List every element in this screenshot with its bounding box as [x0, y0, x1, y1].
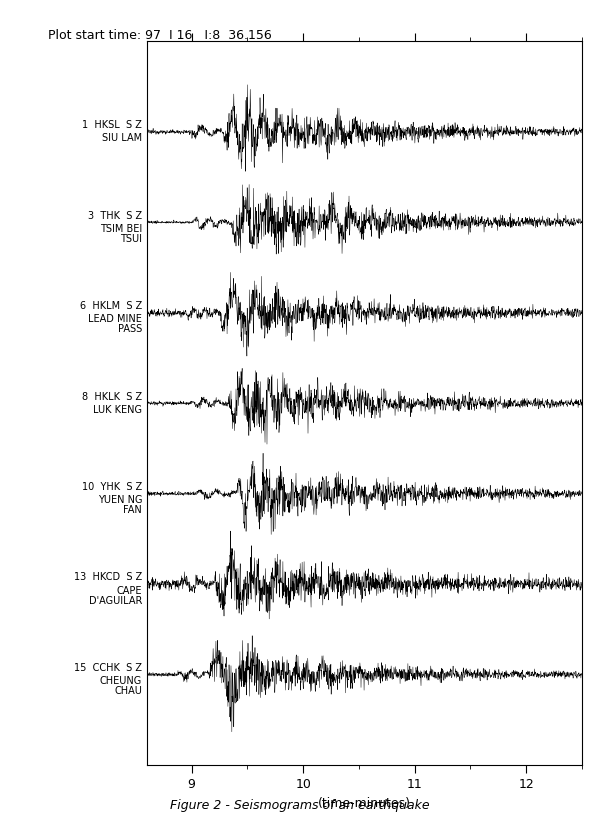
Text: 1  HKSL  S Z: 1 HKSL S Z [82, 120, 142, 130]
Text: 6  HKLM  S Z: 6 HKLM S Z [80, 301, 142, 311]
Text: YUEN NG: YUEN NG [98, 495, 142, 505]
Text: 15  CCHK  S Z: 15 CCHK S Z [74, 663, 142, 673]
Text: FAN: FAN [124, 505, 142, 515]
Text: LUK KENG: LUK KENG [93, 404, 142, 415]
Text: 3  THK  S Z: 3 THK S Z [88, 211, 142, 221]
Text: SIU LAM: SIU LAM [102, 133, 142, 143]
Text: 8  HKLK  S Z: 8 HKLK S Z [82, 391, 142, 402]
Text: CHEUNG: CHEUNG [100, 676, 142, 686]
Text: D'AGUILAR: D'AGUILAR [89, 595, 142, 605]
Text: TSIM BEI: TSIM BEI [100, 224, 142, 234]
Text: TSUI: TSUI [120, 234, 142, 244]
Text: PASS: PASS [118, 324, 142, 334]
Text: Figure 2 - Seismograms of an earthquake: Figure 2 - Seismograms of an earthquake [170, 799, 430, 812]
Text: 13  HKCD  S Z: 13 HKCD S Z [74, 572, 142, 582]
Text: CAPE: CAPE [116, 586, 142, 595]
Text: 10  YHK  S Z: 10 YHK S Z [82, 482, 142, 492]
Text: Plot start time: 97  I 16   I:8  36.156: Plot start time: 97 I 16 I:8 36.156 [48, 29, 272, 42]
Text: LEAD MINE: LEAD MINE [88, 314, 142, 324]
X-axis label: (time-minutes): (time-minutes) [318, 796, 411, 810]
Text: CHAU: CHAU [115, 686, 142, 696]
